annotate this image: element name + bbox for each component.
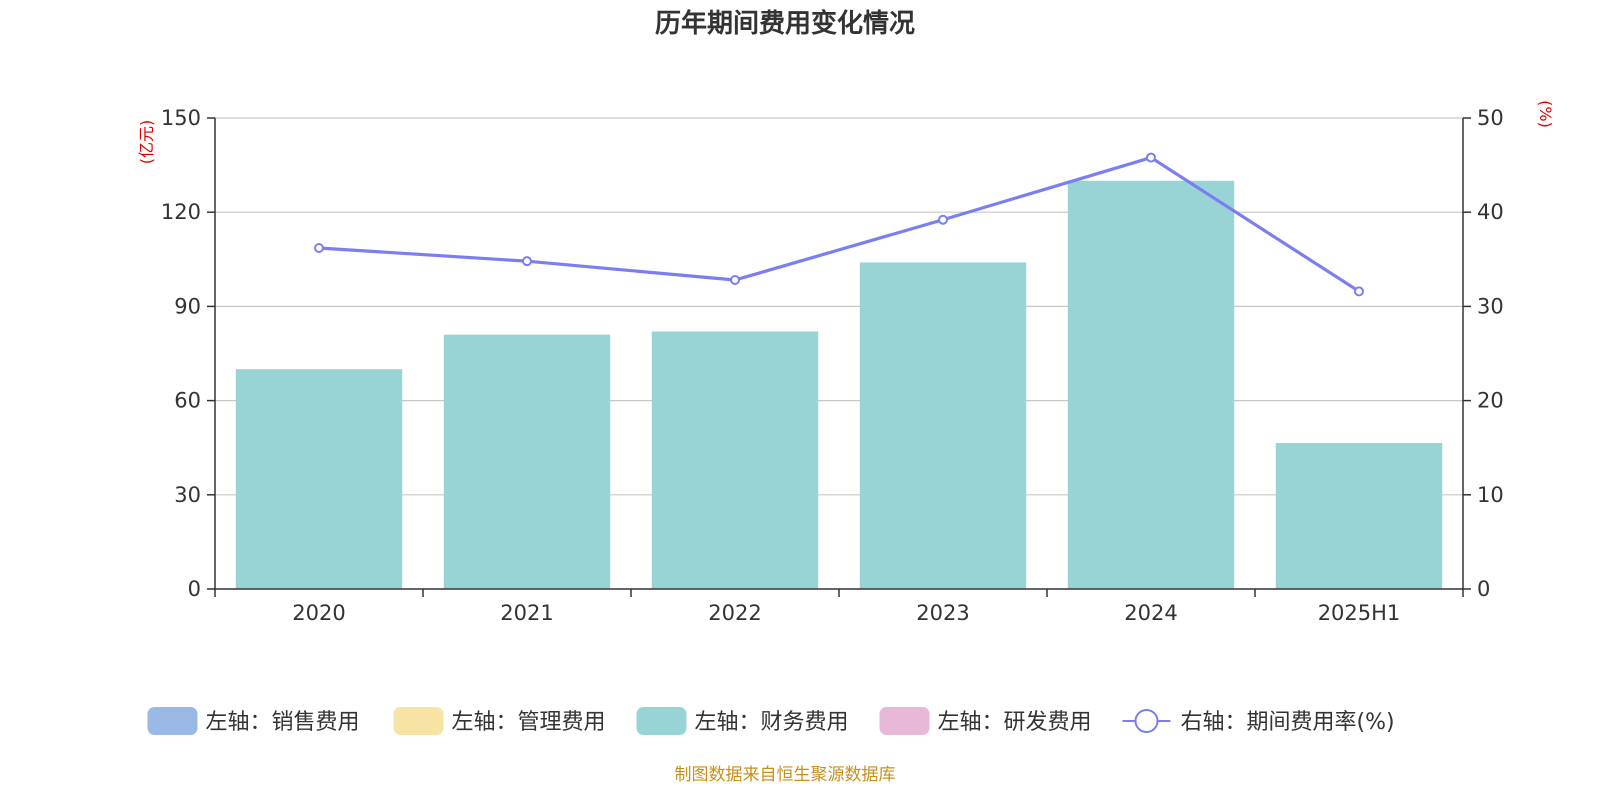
source-note: 制图数据来自恒生聚源数据库 bbox=[675, 765, 896, 785]
bar bbox=[651, 331, 819, 589]
legend-swatch bbox=[636, 707, 687, 735]
gridlines bbox=[215, 117, 1463, 496]
bar bbox=[1067, 180, 1235, 590]
axes: 0 30 60 90 120 150 0 10 20 30 40 50 2020 2021 2022 2023… bbox=[161, 106, 1504, 625]
legend-label: 右轴：期间费用率(%) bbox=[1181, 710, 1395, 735]
line-point bbox=[1354, 286, 1364, 297]
bar bbox=[443, 334, 611, 589]
left-tick-label: 60 bbox=[174, 389, 201, 413]
legend-label: 左轴：研发费用 bbox=[938, 710, 1092, 735]
right-tick-label: 50 bbox=[1477, 106, 1504, 130]
bar bbox=[1275, 442, 1443, 589]
legend-swatch bbox=[147, 707, 198, 735]
x-tick-label: 2022 bbox=[708, 601, 761, 625]
legend-item: 左轴：销售费用 bbox=[147, 707, 360, 735]
right-tick-label: 40 bbox=[1477, 200, 1504, 224]
left-axis-unit: (亿元) bbox=[137, 120, 156, 165]
line-series bbox=[314, 152, 1364, 297]
legend-item: 左轴：管理费用 bbox=[393, 707, 606, 735]
x-tick-label: 2024 bbox=[1124, 601, 1177, 625]
left-tick-label: 0 bbox=[188, 577, 201, 601]
line-point bbox=[1146, 152, 1156, 163]
legend: 左轴：销售费用 左轴：管理费用 左轴：财务费用 左轴：研发费用 右轴：期间费用率(%) bbox=[147, 707, 1395, 735]
legend-item: 右轴：期间费用率(%) bbox=[1122, 709, 1395, 735]
legend-label: 左轴：销售费用 bbox=[206, 710, 360, 735]
right-axis-unit: (%) bbox=[1536, 100, 1555, 128]
legend-label: 左轴：财务费用 bbox=[695, 710, 849, 735]
line-point bbox=[314, 242, 324, 253]
legend-item: 左轴：研发费用 bbox=[879, 707, 1092, 735]
line-point bbox=[938, 214, 948, 225]
right-tick-label: 20 bbox=[1477, 389, 1504, 413]
bar bbox=[235, 369, 403, 589]
left-tick-label: 120 bbox=[161, 200, 201, 224]
left-tick-label: 30 bbox=[174, 483, 201, 507]
legend-swatch bbox=[879, 707, 930, 735]
line-point bbox=[522, 256, 532, 267]
right-tick-label: 0 bbox=[1477, 577, 1490, 601]
bars bbox=[235, 180, 1443, 590]
x-tick-label: 2023 bbox=[916, 601, 969, 625]
x-tick-label: 2020 bbox=[292, 601, 345, 625]
line-path bbox=[318, 155, 1360, 293]
x-tick-label: 2021 bbox=[500, 601, 553, 625]
legend-item: 左轴：财务费用 bbox=[636, 707, 849, 735]
legend-swatch bbox=[393, 707, 444, 735]
right-tick-label: 30 bbox=[1477, 294, 1504, 318]
left-tick-label: 150 bbox=[161, 106, 201, 130]
bar bbox=[859, 262, 1027, 589]
legend-marker bbox=[1134, 709, 1159, 733]
left-tick-label: 90 bbox=[174, 294, 201, 318]
x-tick-label: 2025H1 bbox=[1318, 601, 1401, 625]
right-tick-label: 10 bbox=[1477, 483, 1504, 507]
chart-title: 历年期间费用变化情况 bbox=[655, 8, 915, 39]
legend-label: 左轴：管理费用 bbox=[452, 710, 606, 735]
line-point bbox=[730, 275, 740, 286]
